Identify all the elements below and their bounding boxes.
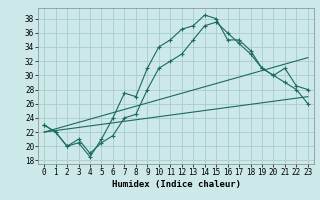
X-axis label: Humidex (Indice chaleur): Humidex (Indice chaleur) (111, 180, 241, 189)
